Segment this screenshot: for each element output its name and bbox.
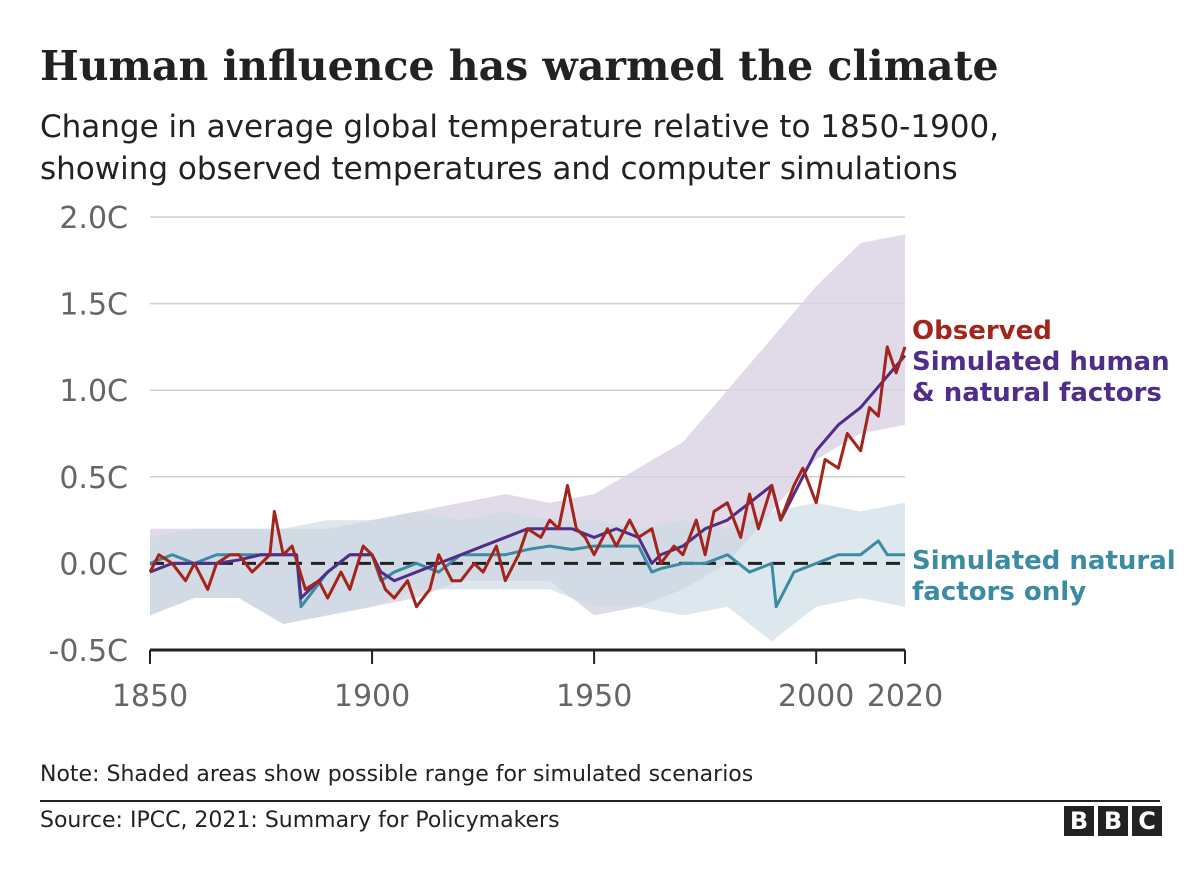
x-tick-label: 2000	[778, 679, 854, 714]
x-tick-label: 1900	[334, 679, 410, 714]
legend-natural-line-2: factors only	[912, 577, 1087, 607]
x-tick-label: 1850	[112, 679, 188, 714]
logo-letter: B	[1064, 806, 1094, 836]
subtitle-line-1: Change in average global temperature rel…	[40, 109, 1000, 145]
legend-observed: Observed	[912, 316, 1052, 346]
logo-letter: C	[1132, 806, 1162, 836]
legend-simulated-natural: Simulated natural factors only	[912, 546, 1176, 608]
chart: -0.5C 0.0C 0.5C 1.0C 1.5C 2.0C 1850 1900 1950 200…	[49, 201, 944, 714]
y-tick-label: 1.5C	[59, 288, 128, 323]
subtitle-line-2: showing observed temperatures and comput…	[40, 151, 958, 187]
logo-letter: B	[1098, 806, 1128, 836]
legend-natural-line-1: Simulated natural	[912, 546, 1176, 576]
natural-range-band	[150, 502, 905, 642]
y-tick-label: 0.5C	[59, 461, 128, 496]
y-tick-label: -0.5C	[49, 634, 128, 669]
source: Source: IPCC, 2021: Summary for Policyma…	[40, 808, 560, 833]
legend-simulated-human: Simulated human & natural factors	[912, 347, 1170, 409]
x-tick-label: 2020	[867, 679, 943, 714]
y-tick-label: 2.0C	[59, 201, 128, 236]
chart-subtitle: Change in average global temperature rel…	[40, 106, 999, 190]
note: Note: Shaded areas show possible range f…	[40, 762, 754, 787]
y-tick-label: 1.0C	[59, 374, 128, 409]
divider	[40, 800, 1160, 802]
observed-line	[148, 345, 907, 609]
x-tick-label: 1950	[556, 679, 632, 714]
bbc-logo: B B C	[1064, 806, 1162, 836]
chart-title: Human influence has warmed the climate	[40, 42, 999, 90]
y-tick-label: 0.0C	[59, 547, 128, 582]
legend-human-line-1: Simulated human	[912, 347, 1170, 377]
legend-human-line-2: & natural factors	[912, 378, 1162, 408]
